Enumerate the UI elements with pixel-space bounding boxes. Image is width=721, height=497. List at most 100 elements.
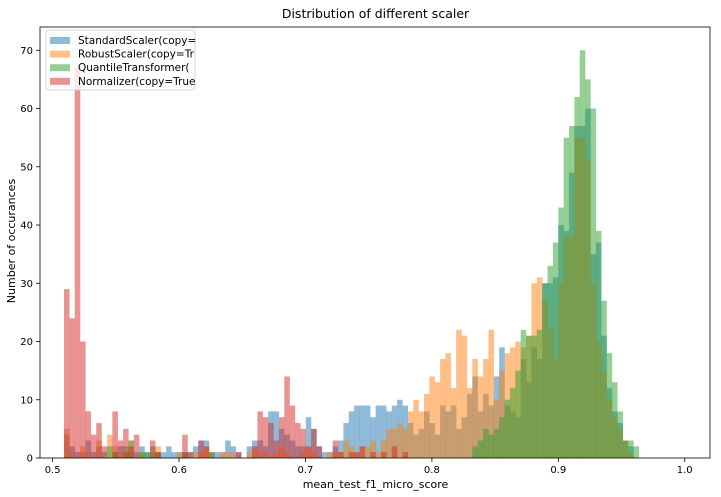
x-tick-label: 1.0 [677,465,693,476]
histogram-bar [219,452,226,458]
histogram-bar [225,452,231,458]
histogram-bar [139,452,145,458]
legend-swatch [50,50,70,58]
histogram-bar [413,399,419,458]
histogram-bar [230,446,237,458]
histogram-bar [402,428,409,458]
histogram-bar [450,388,457,458]
histogram-bar [359,446,366,458]
histogram-bar [488,329,494,458]
plot-frame [39,26,711,459]
histogram-bar [472,446,478,458]
histogram-bar [531,335,537,458]
histogram-bar [305,446,312,458]
histogram-bar [477,376,484,458]
histogram-bar [569,126,575,458]
y-tick-label: 30 [20,279,33,290]
histogram-bar [257,411,263,458]
histogram-bar [364,405,371,458]
legend-label: StandardScaler(copy= [78,35,196,47]
histogram-bar [123,428,129,458]
histogram-bar [64,289,70,458]
histogram-bar [348,411,355,458]
histogram-bar [579,50,586,459]
histogram-bar [246,446,253,458]
y-tick-label: 50 [20,162,33,173]
histogram-bar [348,446,355,458]
histogram-bar [370,440,376,458]
histogram-bar [343,440,349,458]
y-axis-label: Number of occurances [5,179,18,304]
histogram-bar [209,452,215,458]
y-tick-label: 20 [20,337,33,348]
histogram-bar [246,452,253,458]
histogram-bar [289,405,296,458]
histogram-bar [235,452,242,458]
histogram-bar [504,399,511,458]
histogram-bar [273,440,280,458]
histogram-bar [622,440,629,458]
histogram-bar [90,434,97,458]
histogram-bar [509,388,516,458]
histogram-bar [300,428,306,458]
histogram-bar [536,329,543,458]
histogram-bar [612,382,618,458]
y-tick-label: 40 [20,221,33,232]
histogram-bar [359,405,366,458]
histogram-bar [574,96,580,458]
x-tick-label: 0.6 [171,465,187,476]
histogram-bar [182,434,188,458]
histogram-bar [391,428,398,458]
histogram-bar [391,446,398,458]
histogram-bar [252,446,258,458]
histogram-bar [305,417,312,458]
histogram-bar [547,265,554,458]
histogram-bar [149,440,156,458]
legend-label: QuantileTransformer( [78,62,190,74]
histogram-bar [354,405,360,458]
histogram-bar [466,388,473,458]
x-tick-label: 0.7 [298,465,314,476]
histogram-bar [397,423,403,458]
histogram-bar [198,440,204,458]
histogram-bar [407,411,414,458]
histogram-bar [80,341,86,458]
histogram-bar [402,452,409,458]
histogram-bar [445,353,451,458]
histogram-bar [515,370,521,458]
y-tick-label: 70 [20,46,33,57]
histogram-bar [139,446,145,458]
legend: StandardScaler(copy= RobustScaler(copy=Tr… [45,29,196,91]
histogram-bar [273,411,280,458]
histogram-bar [225,440,231,458]
histogram-bar [343,423,349,458]
histogram-bar [499,417,505,458]
histogram-bar [354,452,360,458]
histogram-bar [187,452,194,458]
histogram-bar [370,417,376,458]
bars-layer [64,50,640,459]
histogram-bar [69,318,75,458]
series-3 [64,67,409,459]
histogram-bar [85,411,92,458]
histogram-bar [107,446,113,458]
histogram-bar [112,411,118,458]
x-tick-label: 0.8 [424,465,440,476]
x-tick-label: 0.9 [550,465,566,476]
histogram-bar [552,242,559,458]
histogram-bar [558,207,564,458]
histogram-bar [381,452,387,458]
histogram-bar [483,358,489,458]
histogram-bar [375,452,382,458]
histogram-bar [332,440,339,458]
histogram-bar [423,393,430,458]
histogram-bar [585,79,591,459]
legend-label: Normalizer(copy=True [78,76,195,88]
histogram-bar [74,67,81,459]
histogram-bar [166,446,172,458]
legend-swatch [50,77,70,85]
histogram-bar [364,446,371,458]
histogram-bar [386,428,392,458]
histogram-bar [338,440,344,458]
